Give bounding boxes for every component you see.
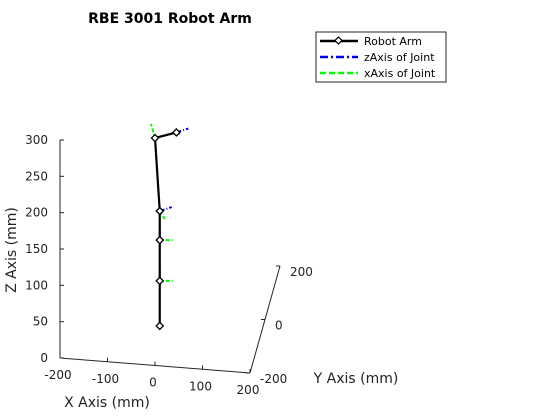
z-tick-label: 150 bbox=[25, 242, 48, 256]
legend-label-x-axis: xAxis of Joint bbox=[364, 67, 436, 80]
x-tick-label: -200 bbox=[44, 368, 71, 382]
joint-marker bbox=[155, 206, 165, 216]
tick-labels: -200 -100 0 100 200 0 50 100 150 200 250 300 -200 0 20… bbox=[25, 133, 313, 397]
joint-marker bbox=[155, 321, 165, 331]
z-tick-label: 250 bbox=[25, 169, 48, 183]
legend-item-x-axis: xAxis of Joint bbox=[320, 67, 436, 80]
z-tick-label: 300 bbox=[25, 133, 48, 147]
y-axis-label: Y Axis (mm) bbox=[313, 371, 399, 387]
z-tick-label: 200 bbox=[25, 206, 48, 220]
x-axis-label: X Axis (mm) bbox=[64, 395, 150, 411]
y-tick-label: 200 bbox=[290, 265, 313, 279]
y-tick-label: -200 bbox=[260, 372, 287, 386]
y-tick-label: 0 bbox=[275, 319, 283, 333]
tick-marks bbox=[59, 139, 280, 374]
x-tick-label: 200 bbox=[237, 383, 260, 397]
legend-label-robot-arm: Robot Arm bbox=[364, 35, 422, 48]
legend: Robot Arm zAxis of Joint xAxis of Joint bbox=[315, 31, 447, 83]
joint-marker bbox=[155, 276, 165, 286]
robot-arm-series bbox=[150, 127, 181, 331]
x-tick-label: 100 bbox=[189, 379, 212, 393]
z-tick-label: 100 bbox=[25, 278, 48, 292]
chart-title: RBE 3001 Robot Arm bbox=[88, 11, 252, 27]
plot-axes bbox=[59, 140, 281, 374]
z-tick-label: 50 bbox=[33, 315, 48, 329]
legend-label-z-axis: zAxis of Joint bbox=[364, 51, 435, 64]
joint-marker bbox=[150, 133, 160, 143]
legend-item-robot-arm: Robot Arm bbox=[320, 35, 422, 48]
z-axis-label: Z Axis (mm) bbox=[4, 207, 20, 293]
joint-marker bbox=[155, 235, 165, 245]
legend-marker-diamond bbox=[334, 36, 343, 45]
arm-line bbox=[153, 131, 177, 326]
joint-marker bbox=[171, 127, 181, 137]
x-tick-label: -100 bbox=[92, 372, 119, 386]
legend-item-z-axis: zAxis of Joint bbox=[320, 51, 435, 64]
z-tick-label: 0 bbox=[40, 351, 48, 365]
x-tick-label: 0 bbox=[149, 376, 157, 390]
